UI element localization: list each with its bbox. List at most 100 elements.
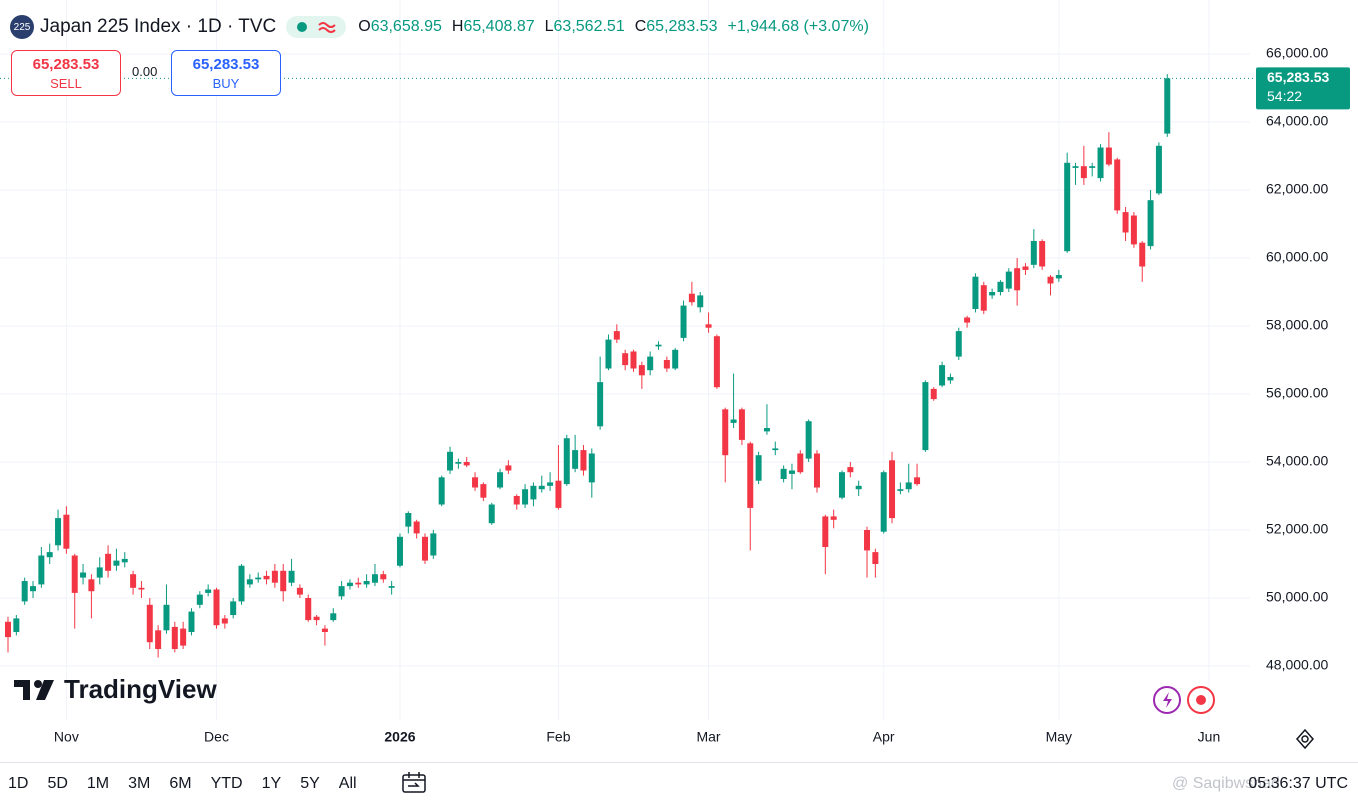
candle-body bbox=[939, 365, 946, 386]
candle-body bbox=[839, 472, 845, 498]
sell-button[interactable]: 65,283.53 SELL bbox=[11, 50, 121, 96]
candle-body bbox=[1080, 166, 1087, 179]
candle-body bbox=[96, 567, 103, 578]
candle-body bbox=[447, 451, 454, 471]
settings-icon[interactable] bbox=[1294, 728, 1316, 750]
close-value: 65,283.53 bbox=[646, 18, 718, 35]
candle-body bbox=[330, 613, 337, 621]
candle-body bbox=[1147, 200, 1154, 247]
candle-body bbox=[280, 570, 287, 592]
candle-body bbox=[1089, 166, 1096, 168]
range-buttons: 1D 5D 1M 3M 6M YTD 1Y 5Y All bbox=[8, 775, 376, 793]
high-label: H bbox=[451, 18, 464, 35]
candle-body bbox=[872, 552, 879, 565]
y-tick-label: 52,000.00 bbox=[1266, 521, 1328, 537]
candle-body bbox=[296, 587, 303, 595]
candle-body bbox=[1055, 275, 1062, 279]
y-tick-label: 50,000.00 bbox=[1266, 589, 1328, 605]
candle-body bbox=[788, 470, 795, 474]
symbol-badge: 225 bbox=[10, 15, 34, 39]
price-tag-price: 65,283.53 bbox=[1267, 69, 1329, 85]
candle-body bbox=[505, 465, 512, 471]
candle-body bbox=[1097, 147, 1104, 179]
candle-body bbox=[388, 586, 395, 588]
range-button[interactable]: 1M bbox=[86, 775, 110, 792]
close-label: C bbox=[634, 18, 647, 35]
candle-body bbox=[263, 575, 270, 580]
candle-body bbox=[680, 305, 687, 338]
candle-body bbox=[763, 428, 770, 432]
candle-body bbox=[914, 477, 921, 485]
candle-body bbox=[1122, 212, 1129, 233]
chart-icons bbox=[1153, 686, 1215, 714]
candle-body bbox=[905, 482, 912, 490]
status-icons bbox=[286, 16, 347, 38]
candle-body bbox=[705, 324, 712, 328]
candle-body bbox=[380, 574, 387, 580]
candle-body bbox=[371, 574, 378, 583]
price-tag-countdown: 54:22 bbox=[1267, 88, 1302, 104]
range-button[interactable]: YTD bbox=[210, 775, 243, 792]
candle-body bbox=[738, 409, 745, 440]
candle-body bbox=[463, 462, 470, 466]
candle-body bbox=[5, 621, 11, 638]
sell-price: 65,283.53 bbox=[32, 56, 100, 73]
candle-body bbox=[188, 611, 195, 633]
buy-price: 65,283.53 bbox=[192, 56, 260, 73]
candle-body bbox=[580, 450, 587, 471]
range-button[interactable]: 1D bbox=[8, 775, 29, 792]
candle-body bbox=[163, 604, 170, 631]
candle-body bbox=[864, 530, 871, 551]
candle-body bbox=[655, 344, 662, 347]
candle-body bbox=[413, 521, 420, 534]
range-button[interactable]: All bbox=[338, 775, 357, 792]
candle-body bbox=[930, 388, 937, 400]
x-tick-label: Mar bbox=[696, 729, 720, 745]
x-tick-label: Dec bbox=[204, 729, 229, 745]
candle-body bbox=[897, 489, 904, 491]
candle-body bbox=[338, 586, 345, 597]
price-tag bbox=[1256, 67, 1350, 110]
candle-body bbox=[205, 589, 212, 593]
candle-body bbox=[513, 496, 520, 505]
watermark: @ Saqibwshad bbox=[1172, 775, 1280, 792]
candle-body bbox=[355, 582, 362, 585]
candle-body bbox=[547, 482, 554, 486]
candle-body bbox=[955, 331, 962, 357]
candle-body bbox=[1030, 241, 1037, 265]
y-tick-label: 48,000.00 bbox=[1266, 657, 1328, 673]
candle-body bbox=[730, 419, 737, 423]
x-tick-label: Feb bbox=[546, 729, 570, 745]
candle-body bbox=[780, 468, 787, 480]
candle-body bbox=[889, 460, 896, 519]
low-value: 63,562.51 bbox=[553, 18, 625, 35]
range-button[interactable]: 5Y bbox=[300, 775, 320, 792]
candle-body bbox=[438, 477, 445, 505]
open-value: 63,658.95 bbox=[370, 18, 442, 35]
candle-body bbox=[430, 533, 437, 556]
candle-body bbox=[605, 339, 612, 369]
candle-body bbox=[30, 586, 37, 592]
range-button[interactable]: 1Y bbox=[261, 775, 282, 792]
candle-body bbox=[313, 616, 320, 621]
y-tick-label: 66,000.00 bbox=[1266, 45, 1328, 61]
x-tick-label: Apr bbox=[873, 729, 895, 745]
bottom-toolbar: 1D 5D 1M 3M 6M YTD 1Y 5Y All @ Saqibwshad 05:36:… bbox=[0, 762, 1358, 802]
buy-button[interactable]: 65,283.53 BUY bbox=[171, 50, 281, 96]
range-button[interactable]: 3M bbox=[128, 775, 151, 792]
candle-body bbox=[1014, 268, 1021, 291]
range-button[interactable]: 5D bbox=[47, 775, 68, 792]
candle-body bbox=[497, 472, 504, 488]
candle-body bbox=[346, 582, 353, 587]
candle-body bbox=[1072, 166, 1079, 168]
candle-body bbox=[530, 485, 537, 500]
candle-body bbox=[472, 477, 479, 488]
candle-body bbox=[563, 438, 570, 485]
range-button[interactable]: 6M bbox=[169, 775, 192, 792]
candle-body bbox=[638, 365, 645, 376]
date-range-icon[interactable] bbox=[400, 771, 428, 795]
candle-body bbox=[647, 356, 654, 371]
candle-body bbox=[522, 489, 529, 505]
logo: TradingView bbox=[14, 674, 217, 705]
